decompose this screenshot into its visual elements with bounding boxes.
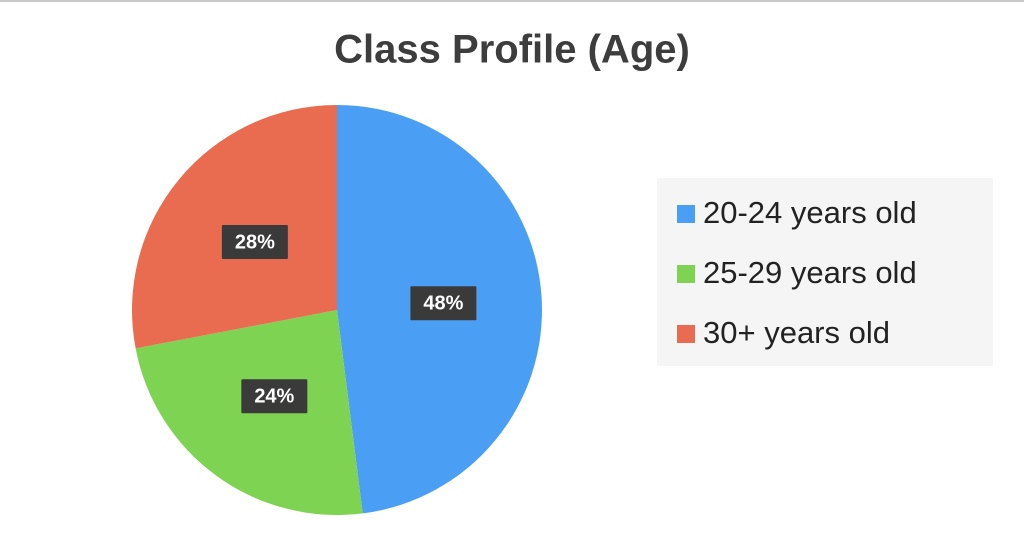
top-border <box>0 0 1024 2</box>
legend-swatch <box>677 205 695 223</box>
legend-swatch <box>677 265 695 283</box>
legend-label: 25-29 years old <box>703 255 917 290</box>
data-label: 24% <box>254 386 294 408</box>
data-label: 28% <box>235 231 275 253</box>
legend-box <box>657 178 993 366</box>
data-label-box <box>241 379 308 414</box>
data-label-box <box>221 225 288 260</box>
data-label: 48% <box>423 293 463 315</box>
legend-swatch <box>677 325 695 343</box>
chart-title: Class Profile (Age) <box>334 28 690 72</box>
legend-label: 20-24 years old <box>703 195 917 230</box>
legend-label: 30+ years old <box>703 315 890 350</box>
data-label-box <box>410 286 477 321</box>
